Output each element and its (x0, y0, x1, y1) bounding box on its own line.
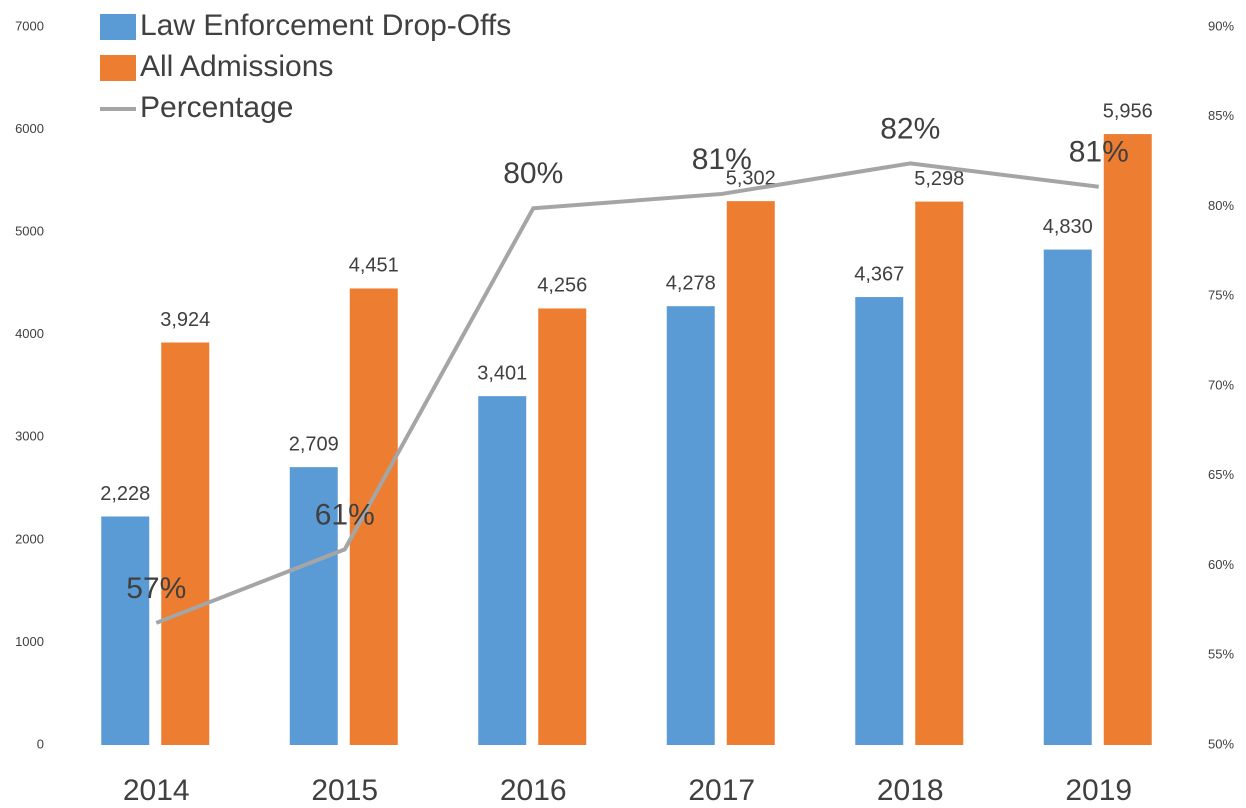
x-tick-label: 2017 (688, 774, 755, 807)
bar-value-label: 4,830 (1043, 216, 1093, 238)
y2-tick-label: 75% (1208, 288, 1234, 303)
bar-value-label: 5,956 (1103, 100, 1153, 122)
x-tick-label: 2018 (877, 774, 944, 807)
y-tick-label: 3000 (15, 429, 44, 444)
bar-value-label: 2,228 (100, 483, 150, 505)
bar (101, 516, 150, 745)
bar (1103, 134, 1152, 745)
line-value-label: 81% (1069, 136, 1129, 169)
bar-value-label: 5,298 (914, 168, 964, 190)
line-value-label: 82% (880, 112, 940, 145)
bar-value-label: 3,401 (477, 362, 527, 384)
legend-label: Law Enforcement Drop-Offs (140, 9, 511, 42)
bar-value-label: 4,256 (537, 275, 587, 297)
bar (538, 308, 587, 745)
bar-value-label: 4,367 (854, 263, 904, 285)
bar (289, 467, 338, 745)
legend-swatch (100, 55, 136, 81)
bar (349, 288, 398, 745)
y-tick-label: 7000 (15, 18, 44, 33)
x-tick-label: 2016 (500, 774, 567, 807)
bar-value-label: 3,924 (160, 309, 210, 331)
y-tick-label: 4000 (15, 326, 44, 341)
y-tick-label: 5000 (15, 224, 44, 239)
bar (161, 342, 210, 745)
bar (1043, 249, 1092, 745)
bar-value-label: 4,278 (666, 272, 716, 294)
bar-value-label: 5,302 (726, 167, 776, 189)
bar-value-label: 4,451 (349, 255, 399, 277)
y2-tick-label: 50% (1208, 736, 1234, 751)
y-tick-label: 6000 (15, 121, 44, 136)
legend-label: Percentage (140, 91, 293, 124)
bar (726, 201, 775, 746)
y-tick-label: 2000 (15, 531, 44, 546)
bar (915, 201, 964, 746)
y2-tick-label: 80% (1208, 198, 1234, 213)
y2-tick-label: 90% (1208, 18, 1234, 33)
line-value-label: 61% (315, 498, 375, 531)
legend-label: All Admissions (140, 50, 333, 83)
y-tick-label: 1000 (15, 634, 44, 649)
y2-tick-label: 65% (1208, 467, 1234, 482)
bar (855, 297, 904, 745)
y2-tick-label: 85% (1208, 108, 1234, 123)
line-value-label: 80% (503, 157, 563, 190)
x-tick-label: 2014 (123, 774, 190, 807)
x-tick-label: 2019 (1065, 774, 1132, 807)
line (155, 161, 1099, 625)
bar (478, 396, 527, 745)
line-value-label: 57% (126, 572, 186, 605)
y2-tick-label: 70% (1208, 377, 1234, 392)
bar-value-label: 2,709 (289, 433, 339, 455)
line-value-label: 81% (692, 143, 752, 176)
y-tick-label: 0 (37, 736, 44, 751)
bar (666, 306, 715, 745)
y2-tick-label: 60% (1208, 557, 1234, 572)
legend-swatch (100, 14, 136, 40)
x-tick-label: 2015 (311, 774, 378, 807)
y2-tick-label: 55% (1208, 647, 1234, 662)
